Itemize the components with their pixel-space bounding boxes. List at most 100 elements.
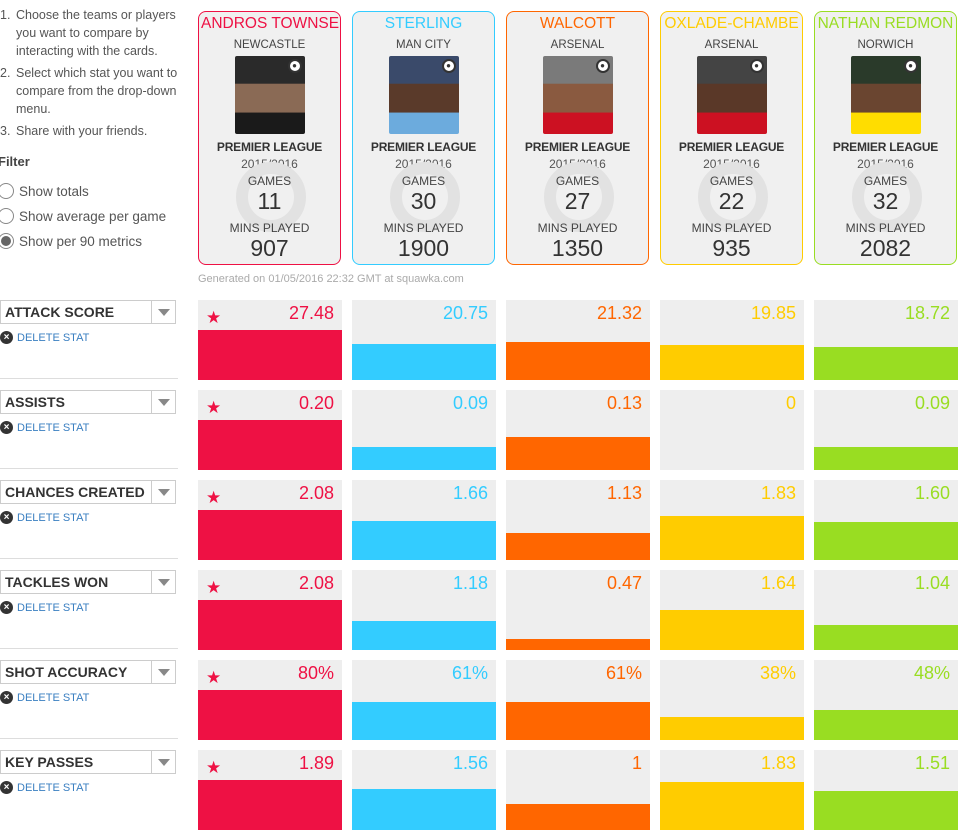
- star-icon: ★: [206, 488, 222, 507]
- stat-dropdown-label: CHANCES CREATED: [5, 484, 145, 500]
- player-card[interactable]: ANDROS TOWNSE NEWCASTLE ● PREMIER LEAGUE…: [198, 11, 341, 265]
- stat-cell: 48%: [814, 660, 958, 740]
- stat-value: 1.64: [760, 573, 796, 593]
- stat-bar: [814, 710, 958, 740]
- stat-cell: 38%: [660, 660, 804, 740]
- delete-stat-label: DELETE STAT: [17, 601, 90, 614]
- delete-stat-button[interactable]: × DELETE STAT: [0, 601, 89, 614]
- star-icon: ★: [206, 578, 222, 597]
- stat-bar: [198, 510, 342, 560]
- player-card[interactable]: STERLING MAN CITY ● PREMIER LEAGUE 2015/…: [352, 11, 495, 265]
- star-icon: ★: [206, 308, 222, 327]
- stat-cell: 1.83: [660, 750, 804, 830]
- stat-cell: ★ 1.89: [198, 750, 342, 830]
- stat-value: 1.89: [298, 753, 334, 773]
- filter-option-totals[interactable]: Show totals: [0, 183, 89, 199]
- stat-dropdown[interactable]: SHOT ACCURACY: [0, 660, 176, 684]
- league-name: PREMIER LEAGUE: [370, 140, 477, 154]
- close-icon: ×: [0, 691, 13, 704]
- mins-played-value: 2082: [859, 235, 912, 261]
- delete-stat-label: DELETE STAT: [17, 421, 90, 434]
- delete-stat-button[interactable]: × DELETE STAT: [0, 511, 89, 524]
- club-name: ARSENAL: [704, 39, 759, 51]
- league-name: PREMIER LEAGUE: [524, 140, 631, 154]
- stat-bar: [198, 330, 342, 380]
- delete-stat-label: DELETE STAT: [17, 691, 90, 704]
- stat-cell: 1.04: [814, 570, 958, 650]
- games-label: GAMES: [863, 174, 908, 188]
- stat-cell: ★ 0.20: [198, 390, 342, 470]
- stat-dropdown[interactable]: ATTACK SCORE: [0, 300, 176, 324]
- stat-bar: [352, 521, 496, 560]
- stat-bar: [814, 347, 958, 380]
- delete-stat-button[interactable]: × DELETE STAT: [0, 691, 89, 704]
- filter-option-per90[interactable]: Show per 90 metrics: [0, 233, 142, 249]
- stat-cell: ★ 27.48: [198, 300, 342, 380]
- club-name: NORWICH: [857, 39, 914, 51]
- stat-value: 1.60: [914, 483, 950, 503]
- stat-cell: 1.56: [352, 750, 496, 830]
- radio-button-selected[interactable]: [0, 233, 14, 249]
- player-name[interactable]: OXLADE-CHAMBE: [664, 15, 799, 32]
- radio-button[interactable]: [0, 208, 14, 224]
- close-icon: ×: [0, 331, 13, 344]
- stat-value: 1.66: [452, 483, 488, 503]
- filter-option-average[interactable]: Show average per game: [0, 208, 166, 224]
- row-divider: [0, 468, 178, 469]
- stat-dropdown[interactable]: CHANCES CREATED: [0, 480, 176, 504]
- chevron-down-icon[interactable]: [151, 481, 175, 503]
- row-divider: [0, 378, 178, 379]
- player-name[interactable]: NATHAN REDMON: [817, 15, 954, 32]
- league-name: PREMIER LEAGUE: [832, 140, 939, 154]
- stat-value: 18.72: [904, 303, 950, 323]
- player-name[interactable]: WALCOTT: [539, 15, 616, 32]
- stat-value: 0.09: [452, 393, 488, 413]
- chevron-down-icon[interactable]: [151, 751, 175, 773]
- close-icon: ×: [0, 421, 13, 434]
- delete-stat-button[interactable]: × DELETE STAT: [0, 421, 89, 434]
- stat-cell: 0.47: [506, 570, 650, 650]
- player-name[interactable]: ANDROS TOWNSE: [201, 15, 340, 32]
- squawka-logo-icon: ●: [595, 59, 610, 73]
- row-divider: [0, 558, 178, 559]
- squawka-logo-icon: ●: [441, 59, 456, 73]
- stat-dropdown[interactable]: KEY PASSES: [0, 750, 176, 774]
- stat-cell: 1.60: [814, 480, 958, 560]
- stat-cell: 0.13: [506, 390, 650, 470]
- stat-cell: ★ 80%: [198, 660, 342, 740]
- chevron-down-icon[interactable]: [151, 301, 175, 323]
- stat-cell: 18.72: [814, 300, 958, 380]
- stat-bar: [352, 344, 496, 380]
- player-card[interactable]: NATHAN REDMON NORWICH ● PREMIER LEAGUE 2…: [814, 11, 957, 265]
- delete-stat-button[interactable]: × DELETE STAT: [0, 781, 89, 794]
- stat-value: 21.32: [596, 303, 642, 323]
- stat-bar: [814, 522, 958, 560]
- games-value: 11: [257, 188, 282, 214]
- stat-value: 0.47: [606, 573, 642, 593]
- player-card[interactable]: OXLADE-CHAMBE ARSENAL ● PREMIER LEAGUE 2…: [660, 11, 803, 265]
- stat-bar: [506, 533, 650, 560]
- stat-bar: [660, 782, 804, 830]
- player-name[interactable]: STERLING: [384, 15, 463, 32]
- delete-stat-button[interactable]: × DELETE STAT: [0, 331, 89, 344]
- stat-cell: 19.85: [660, 300, 804, 380]
- chevron-down-icon[interactable]: [151, 661, 175, 683]
- mins-played-value: 935: [712, 235, 751, 261]
- games-value: 30: [410, 188, 437, 214]
- star-icon: ★: [206, 668, 222, 687]
- chevron-down-icon[interactable]: [151, 571, 175, 593]
- league-name: PREMIER LEAGUE: [216, 140, 323, 154]
- stat-cell: 1.83: [660, 480, 804, 560]
- stat-cell: 1.13: [506, 480, 650, 560]
- radio-button[interactable]: [0, 183, 14, 199]
- mins-played-label: MINS PLAYED: [691, 221, 772, 235]
- delete-stat-label: DELETE STAT: [17, 511, 90, 524]
- stat-dropdown-label: ATTACK SCORE: [5, 304, 115, 320]
- player-card[interactable]: WALCOTT ARSENAL ● PREMIER LEAGUE 2015/20…: [506, 11, 649, 265]
- stat-value: 1.56: [452, 753, 488, 773]
- chevron-down-icon[interactable]: [151, 391, 175, 413]
- stat-dropdown[interactable]: ASSISTS: [0, 390, 176, 414]
- squawka-logo-icon: ●: [903, 59, 918, 73]
- stat-bar: [352, 447, 496, 470]
- stat-dropdown[interactable]: TACKLES WON: [0, 570, 176, 594]
